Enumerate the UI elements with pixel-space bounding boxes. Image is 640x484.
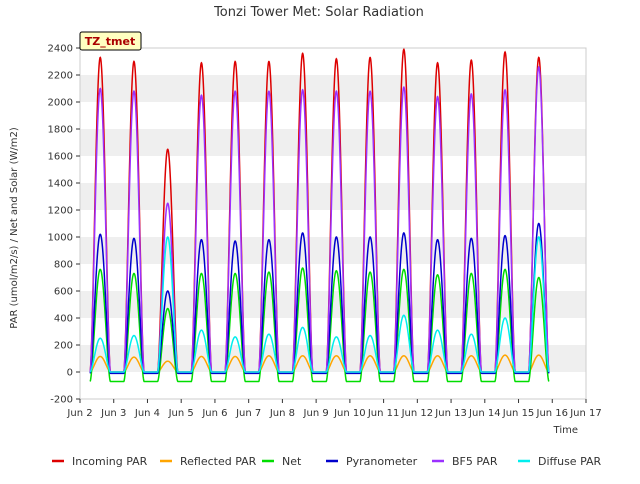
y-tick-label: 2000 — [48, 98, 73, 109]
series-line — [89, 236, 550, 373]
x-axis: Jun 2 Jun 3 Jun 4 Jun 5 Jun 6 Jun 7 Jun 8 Jun 9… — [66, 399, 602, 419]
grid-band — [80, 75, 586, 102]
y-axis: -200 0 200 400 600 800 1000 1200 1400 1600 1800 200… — [48, 44, 80, 406]
legend: Incoming PAR Reflected PAR Net Pyranometer B… — [52, 455, 602, 468]
x-tick-label: Jun 10 — [333, 408, 366, 419]
plot-frame — [79, 47, 587, 400]
x-tick-label: Jun 2 — [66, 408, 92, 419]
y-tick-label: 0 — [67, 368, 73, 379]
x-tick-label: Jun 14 — [468, 408, 501, 419]
legend-item: Reflected PAR — [160, 455, 257, 468]
x-tick-label: Jun 17 — [569, 408, 602, 419]
legend-item: Pyranometer — [326, 455, 418, 468]
x-tick-label: Jun 12 — [401, 408, 434, 419]
x-tick-label: Jun 6 — [201, 408, 227, 419]
site-label: TZ_tmet — [85, 35, 135, 48]
x-tick-label: Jun 5 — [168, 408, 194, 419]
x-tick-label: Jun 9 — [303, 408, 329, 419]
x-tick-label: Jun 11 — [367, 408, 400, 419]
x-tick-label: Jun 4 — [134, 408, 160, 419]
x-tick-label: Jun 7 — [235, 408, 261, 419]
x-tick-label: Jun 13 — [434, 408, 467, 419]
x-tick-label: Jun 8 — [269, 408, 295, 419]
x-tick-label: Jun 15 — [502, 408, 535, 419]
legend-item: Diffuse PAR — [518, 455, 602, 468]
series-line — [89, 222, 550, 375]
chart-title: Tonzi Tower Met: Solar Radiation — [213, 5, 424, 20]
y-tick-label: 2400 — [48, 44, 73, 55]
y-tick-label: 800 — [54, 260, 73, 271]
legend-item: Net — [262, 455, 302, 468]
x-axis-label: Time — [553, 425, 578, 436]
grid-band — [80, 48, 586, 75]
legend-label: Diffuse PAR — [538, 455, 602, 468]
y-tick-label: 1400 — [48, 179, 73, 190]
legend-label: Pyranometer — [346, 455, 418, 468]
y-tick-label: 1000 — [48, 233, 73, 244]
legend-label: BF5 PAR — [452, 455, 498, 468]
y-axis-label: PAR (umol/m2/s) / Net and Solar (W/m2) — [9, 127, 20, 329]
y-tick-label: 400 — [54, 314, 73, 325]
y-tick-label: 1600 — [48, 152, 73, 163]
legend-label: Incoming PAR — [72, 455, 148, 468]
y-tick-label: -200 — [50, 395, 73, 406]
legend-label: Net — [282, 455, 302, 468]
legend-item: BF5 PAR — [432, 455, 498, 468]
y-tick-label: 1200 — [48, 206, 73, 217]
series-lines — [89, 48, 550, 383]
y-tick-label: 600 — [54, 287, 73, 298]
grid-band — [80, 372, 586, 399]
series-line — [89, 267, 550, 383]
y-tick-label: 1800 — [48, 125, 73, 136]
legend-item: Incoming PAR — [52, 455, 148, 468]
site-label-box: TZ_tmet — [79, 31, 142, 51]
y-tick-label: 2200 — [48, 71, 73, 82]
x-tick-label: Jun 16 — [536, 408, 569, 419]
x-tick-label: Jun 3 — [100, 408, 126, 419]
y-tick-label: 200 — [54, 341, 73, 352]
legend-label: Reflected PAR — [180, 455, 257, 468]
